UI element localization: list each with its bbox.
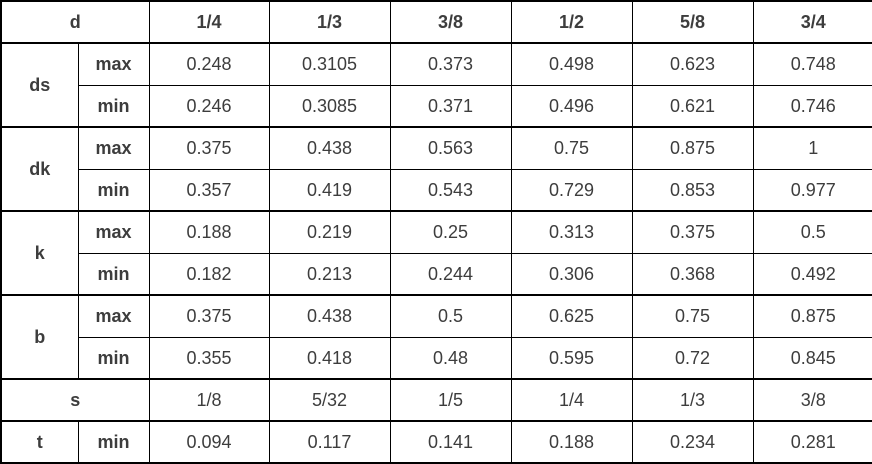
value-cell: 0.368 <box>631 252 754 296</box>
value-cell: 0.746 <box>752 84 872 128</box>
value-cell: 0.5 <box>389 294 512 338</box>
value-cell: 0.496 <box>510 84 633 128</box>
table-row-b-max: b max 0.375 0.438 0.5 0.625 0.75 0.875 <box>0 294 872 380</box>
value-cell: 0.213 <box>268 252 391 296</box>
value-cell: 0.438 <box>268 126 391 170</box>
table-row-k-min: min 0.182 0.213 0.244 0.306 0.368 0.492 <box>1 252 872 296</box>
value-cell: 0.182 <box>148 252 270 296</box>
value-cell: 0.438 <box>268 294 391 338</box>
row-label-k: k <box>0 210 79 296</box>
value-cell: 1 <box>752 126 872 170</box>
table-row-ds-min: min 0.246 0.3085 0.371 0.496 0.621 0.746 <box>1 84 872 128</box>
value-cell: 0.248 <box>148 42 270 86</box>
limit-label-min: min <box>77 168 150 212</box>
value-cell: 0.141 <box>389 420 512 464</box>
value-cell: 0.595 <box>510 336 633 380</box>
value-cell: 0.244 <box>389 252 512 296</box>
value-cell: 0.306 <box>510 252 633 296</box>
value-cell: 0.621 <box>631 84 754 128</box>
corner-header-d: d <box>0 0 150 44</box>
limit-label-max: max <box>77 294 150 338</box>
value-cell: 3/8 <box>752 378 872 422</box>
value-cell: 0.498 <box>510 42 633 86</box>
value-cell: 0.094 <box>148 420 270 464</box>
value-cell: 0.25 <box>389 210 512 254</box>
value-cell: 0.375 <box>148 126 270 170</box>
value-cell: 0.543 <box>389 168 512 212</box>
value-cell: 0.853 <box>631 168 754 212</box>
value-cell: 1/4 <box>510 378 633 422</box>
header-row: d 1/4 1/3 3/8 1/2 5/8 3/4 <box>0 0 872 44</box>
limit-label-max: max <box>77 42 150 86</box>
value-cell: 1/8 <box>148 378 270 422</box>
column-header: 3/4 <box>752 0 872 44</box>
value-cell: 0.48 <box>389 336 512 380</box>
value-cell: 0.355 <box>148 336 270 380</box>
value-cell: 0.375 <box>631 210 754 254</box>
value-cell: 0.281 <box>752 420 872 464</box>
value-cell: 0.357 <box>148 168 270 212</box>
limit-label-max: max <box>77 126 150 170</box>
value-cell: 0.3105 <box>268 42 391 86</box>
value-cell: 0.234 <box>631 420 754 464</box>
value-cell: 1/5 <box>389 378 512 422</box>
value-cell: 0.188 <box>148 210 270 254</box>
value-cell: 0.418 <box>268 336 391 380</box>
value-cell: 0.5 <box>752 210 872 254</box>
column-header: 3/8 <box>389 0 512 44</box>
limit-label-min: min <box>77 420 150 464</box>
value-cell: 5/32 <box>268 378 391 422</box>
value-cell: 0.492 <box>752 252 872 296</box>
table-row-dk-max: dk max 0.375 0.438 0.563 0.75 0.875 1 <box>0 126 872 212</box>
table-row-dk-min: min 0.357 0.419 0.543 0.729 0.853 0.977 <box>1 168 872 212</box>
row-label-s: s <box>0 378 150 422</box>
limit-label-min: min <box>77 252 150 296</box>
row-label-b: b <box>0 294 79 380</box>
limit-label-min: min <box>77 84 150 128</box>
value-cell: 0.748 <box>752 42 872 86</box>
table-row-ds-max: ds max 0.248 0.3105 0.373 0.498 0.623 0.… <box>0 42 872 128</box>
value-cell: 0.75 <box>631 294 754 338</box>
table-row-s: s 1/8 5/32 1/5 1/4 1/3 3/8 <box>0 378 872 422</box>
value-cell: 0.977 <box>752 168 872 212</box>
value-cell: 0.219 <box>268 210 391 254</box>
value-cell: 0.845 <box>752 336 872 380</box>
value-cell: 0.625 <box>510 294 633 338</box>
table-row-t-min: t min 0.094 0.117 0.141 0.188 0.234 0.28… <box>0 420 872 464</box>
column-header: 1/3 <box>268 0 391 44</box>
value-cell: 0.371 <box>389 84 512 128</box>
value-cell: 0.875 <box>631 126 754 170</box>
value-cell: 0.246 <box>148 84 270 128</box>
row-label-ds: ds <box>0 42 79 128</box>
value-cell: 0.875 <box>752 294 872 338</box>
table-row-k-max: k max 0.188 0.219 0.25 0.313 0.375 0.5 <box>0 210 872 296</box>
column-header: 5/8 <box>631 0 754 44</box>
column-header: 1/2 <box>510 0 633 44</box>
value-cell: 0.75 <box>510 126 633 170</box>
value-cell: 0.623 <box>631 42 754 86</box>
value-cell: 0.419 <box>268 168 391 212</box>
value-cell: 0.72 <box>631 336 754 380</box>
value-cell: 0.373 <box>389 42 512 86</box>
limit-label-min: min <box>77 336 150 380</box>
value-cell: 0.375 <box>148 294 270 338</box>
value-cell: 1/3 <box>631 378 754 422</box>
value-cell: 0.3085 <box>268 84 391 128</box>
row-label-t: t <box>0 420 79 464</box>
column-header: 1/4 <box>148 0 270 44</box>
row-label-dk: dk <box>0 126 79 212</box>
value-cell: 0.188 <box>510 420 633 464</box>
value-cell: 0.117 <box>268 420 391 464</box>
value-cell: 0.729 <box>510 168 633 212</box>
value-cell: 0.563 <box>389 126 512 170</box>
value-cell: 0.313 <box>510 210 633 254</box>
table-row-b-min: min 0.355 0.418 0.48 0.595 0.72 0.845 <box>1 336 872 380</box>
limit-label-max: max <box>77 210 150 254</box>
